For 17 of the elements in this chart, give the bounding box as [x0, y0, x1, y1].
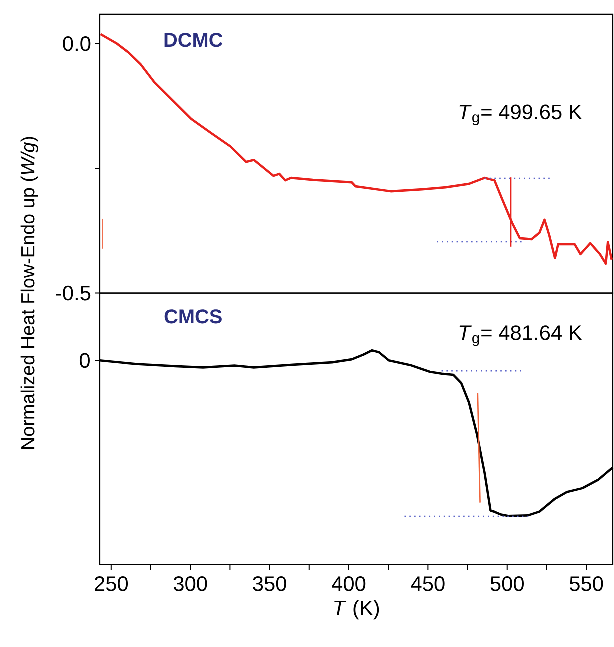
y-tick-label: -0.5 — [56, 286, 91, 301]
x-tick-label: 350 — [253, 576, 286, 592]
y-axis-title: Normalized Heat Flow-Endo up (W/g) — [20, 137, 38, 450]
x-tick-label: 300 — [174, 576, 208, 592]
x-tick-label: 400 — [332, 576, 366, 592]
text: 0 — [80, 353, 90, 368]
x-tick-label: 550 — [570, 576, 604, 592]
x-tick-label: 450 — [411, 576, 445, 592]
annotation: T$_{g}$= 499.65 K — [460, 104, 582, 126]
annotation: DCMC — [164, 33, 223, 48]
x-axis-title: T (K) — [334, 600, 379, 620]
x-tick-label: 250 — [94, 576, 128, 592]
line-series — [100, 33, 613, 266]
x-tick-label: 500 — [490, 576, 524, 592]
text: T$_{g}$= 481.64 K — [460, 326, 582, 346]
y-tick-label: 0.0 — [63, 36, 91, 52]
text: CMCS — [164, 310, 222, 324]
